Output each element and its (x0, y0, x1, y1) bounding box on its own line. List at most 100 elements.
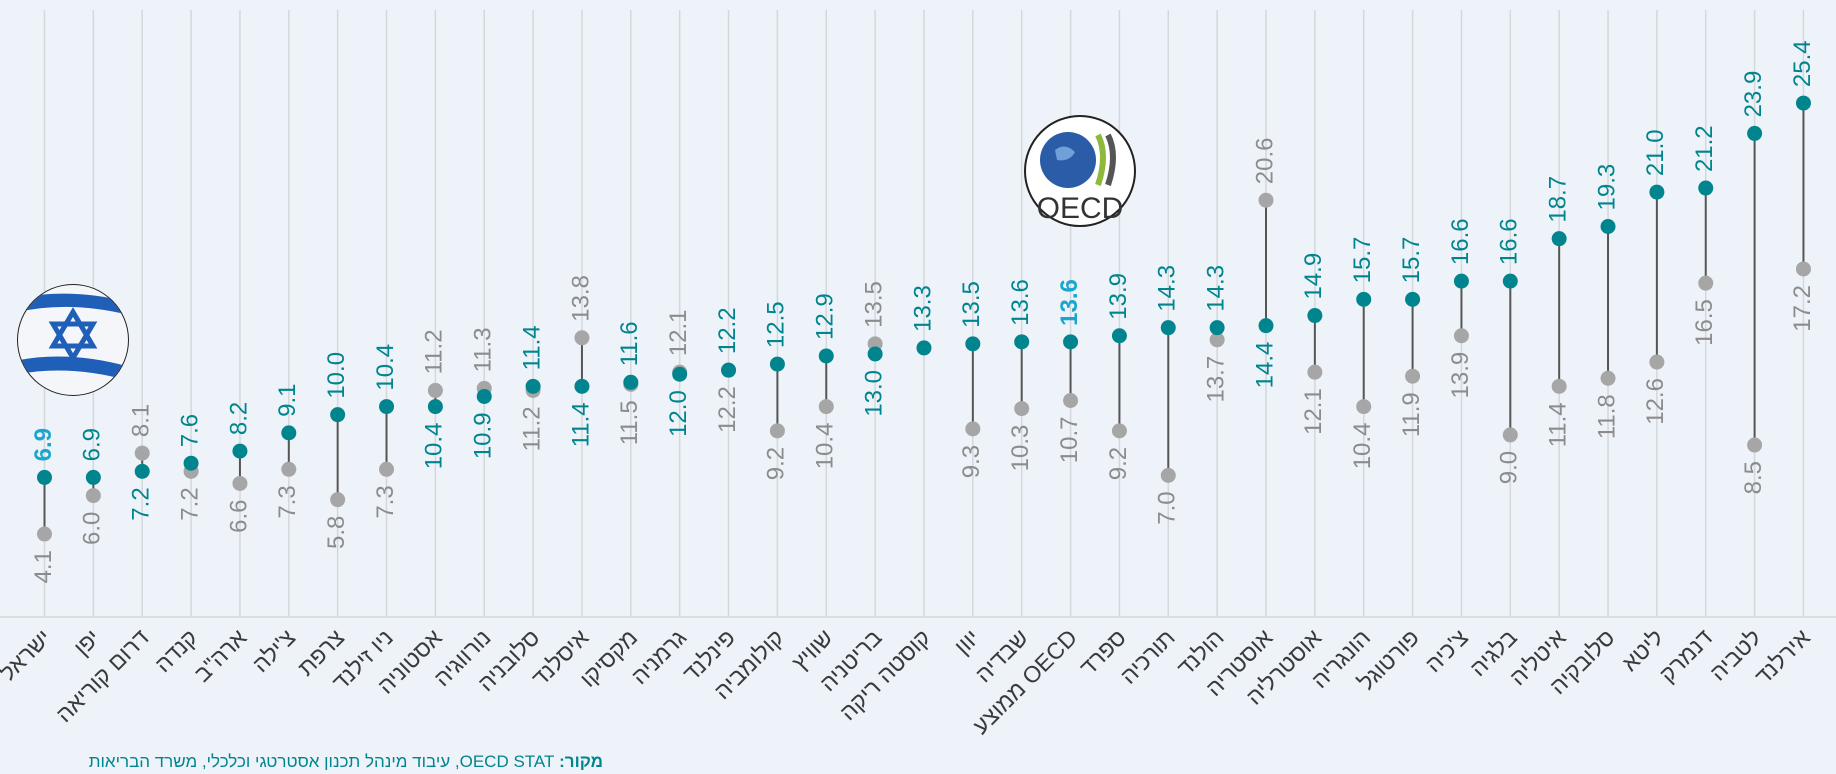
x-tick-label: יפן (68, 624, 104, 660)
logo-text: OECD (1037, 192, 1124, 225)
value-label: 17.2 (1789, 285, 1816, 332)
value-label: 9.2 (763, 447, 790, 480)
value-label: 16.6 (1496, 218, 1523, 265)
value-label: 19.3 (1593, 164, 1620, 211)
dot (1356, 291, 1372, 307)
dot (1209, 332, 1225, 348)
dot (1551, 231, 1567, 247)
dot (1014, 401, 1030, 417)
value-label: 21.2 (1691, 125, 1718, 172)
value-label: 8.5 (1740, 461, 1767, 494)
dot (1453, 328, 1469, 344)
dot (1747, 437, 1763, 453)
dot (1258, 192, 1274, 208)
dot (1160, 467, 1176, 483)
source-note: מקור: OECD STAT, עיבוד מינהל תכנון אסטרט… (0, 752, 603, 772)
value-label: 5.8 (323, 516, 350, 549)
value-label: 15.7 (1349, 237, 1376, 284)
dot (1209, 320, 1225, 336)
dot (1502, 273, 1518, 289)
dot (330, 407, 346, 423)
dot (330, 492, 346, 508)
value-label: 13.9 (1447, 352, 1474, 399)
dot (427, 399, 443, 415)
value-label: 12.2 (714, 386, 741, 433)
value-label: 4.1 (30, 550, 57, 583)
dot (1747, 125, 1763, 141)
value-label: 13.5 (860, 281, 887, 328)
x-tick-label: ארה"ב (189, 624, 252, 687)
source-label: מקור: (559, 752, 603, 771)
value-label: 7.2 (176, 487, 203, 520)
dot (1502, 427, 1518, 443)
value-label: 10.0 (323, 352, 350, 399)
value-label: 13.7 (1202, 356, 1229, 403)
dot (1014, 334, 1030, 350)
dot (1405, 368, 1421, 384)
value-label: 7.3 (274, 485, 301, 518)
value-label: 10.3 (1007, 425, 1034, 472)
x-tick-label: צ'כיה (1420, 624, 1473, 677)
dot (1453, 273, 1469, 289)
dot (1698, 275, 1714, 291)
value-label: 12.5 (763, 301, 790, 348)
value-label: 12.1 (1300, 388, 1327, 435)
value-label: 6.9 (79, 428, 106, 461)
value-label: 10.9 (470, 412, 497, 459)
value-label: 20.6 (1251, 137, 1278, 184)
value-label: 13.3 (909, 285, 936, 332)
value-label: 11.4 (567, 402, 594, 447)
value-label: 6.9 (30, 428, 57, 461)
value-label: 11.8 (1593, 394, 1620, 439)
value-label: 13.0 (860, 370, 887, 417)
oecd-logo: OECD (1024, 115, 1136, 227)
dot (721, 362, 737, 378)
dot (134, 445, 150, 461)
value-label: 10.4 (372, 344, 399, 391)
value-label: 12.6 (1642, 378, 1669, 425)
x-tick-label: דרום קוריאה (51, 624, 154, 727)
dot (1405, 291, 1421, 307)
value-label: 9.2 (1105, 447, 1132, 480)
dot (1307, 308, 1323, 324)
dot (1551, 378, 1567, 394)
dot (525, 378, 541, 394)
dot (818, 348, 834, 364)
x-tick-label: תורכיה (1115, 624, 1180, 689)
dot (1111, 328, 1127, 344)
value-label: 7.6 (176, 414, 203, 447)
dot (1307, 364, 1323, 380)
value-label: 6.0 (79, 512, 106, 545)
value-label: 7.0 (1154, 491, 1181, 524)
value-label: 15.7 (1398, 237, 1425, 284)
dot (37, 469, 52, 485)
x-tick-label: אירלנד (1750, 624, 1816, 690)
dot (965, 336, 981, 352)
dot (1356, 399, 1372, 415)
value-label: 12.0 (665, 390, 692, 437)
value-label: 12.1 (665, 309, 692, 356)
value-label: 11.2 (421, 329, 448, 374)
dot (1795, 261, 1811, 277)
value-label: 10.4 (421, 423, 448, 470)
dot (1795, 95, 1811, 111)
value-label: 11.9 (1398, 392, 1425, 437)
value-label: 10.4 (1349, 423, 1376, 470)
value-label: 9.3 (958, 445, 985, 478)
dot (1649, 184, 1665, 200)
dot (281, 425, 297, 441)
dot (85, 488, 101, 504)
value-label: 9.1 (274, 384, 301, 417)
dot (1649, 354, 1665, 370)
value-label: 14.4 (1251, 342, 1278, 389)
value-label: 11.2 (518, 406, 545, 451)
value-label: 11.3 (470, 327, 497, 372)
value-label: 25.4 (1789, 40, 1816, 87)
value-label: 13.5 (958, 281, 985, 328)
x-tick-label: ישראל (0, 624, 56, 686)
value-label: 9.0 (1496, 451, 1523, 484)
dot (427, 382, 443, 398)
dot (1111, 423, 1127, 439)
